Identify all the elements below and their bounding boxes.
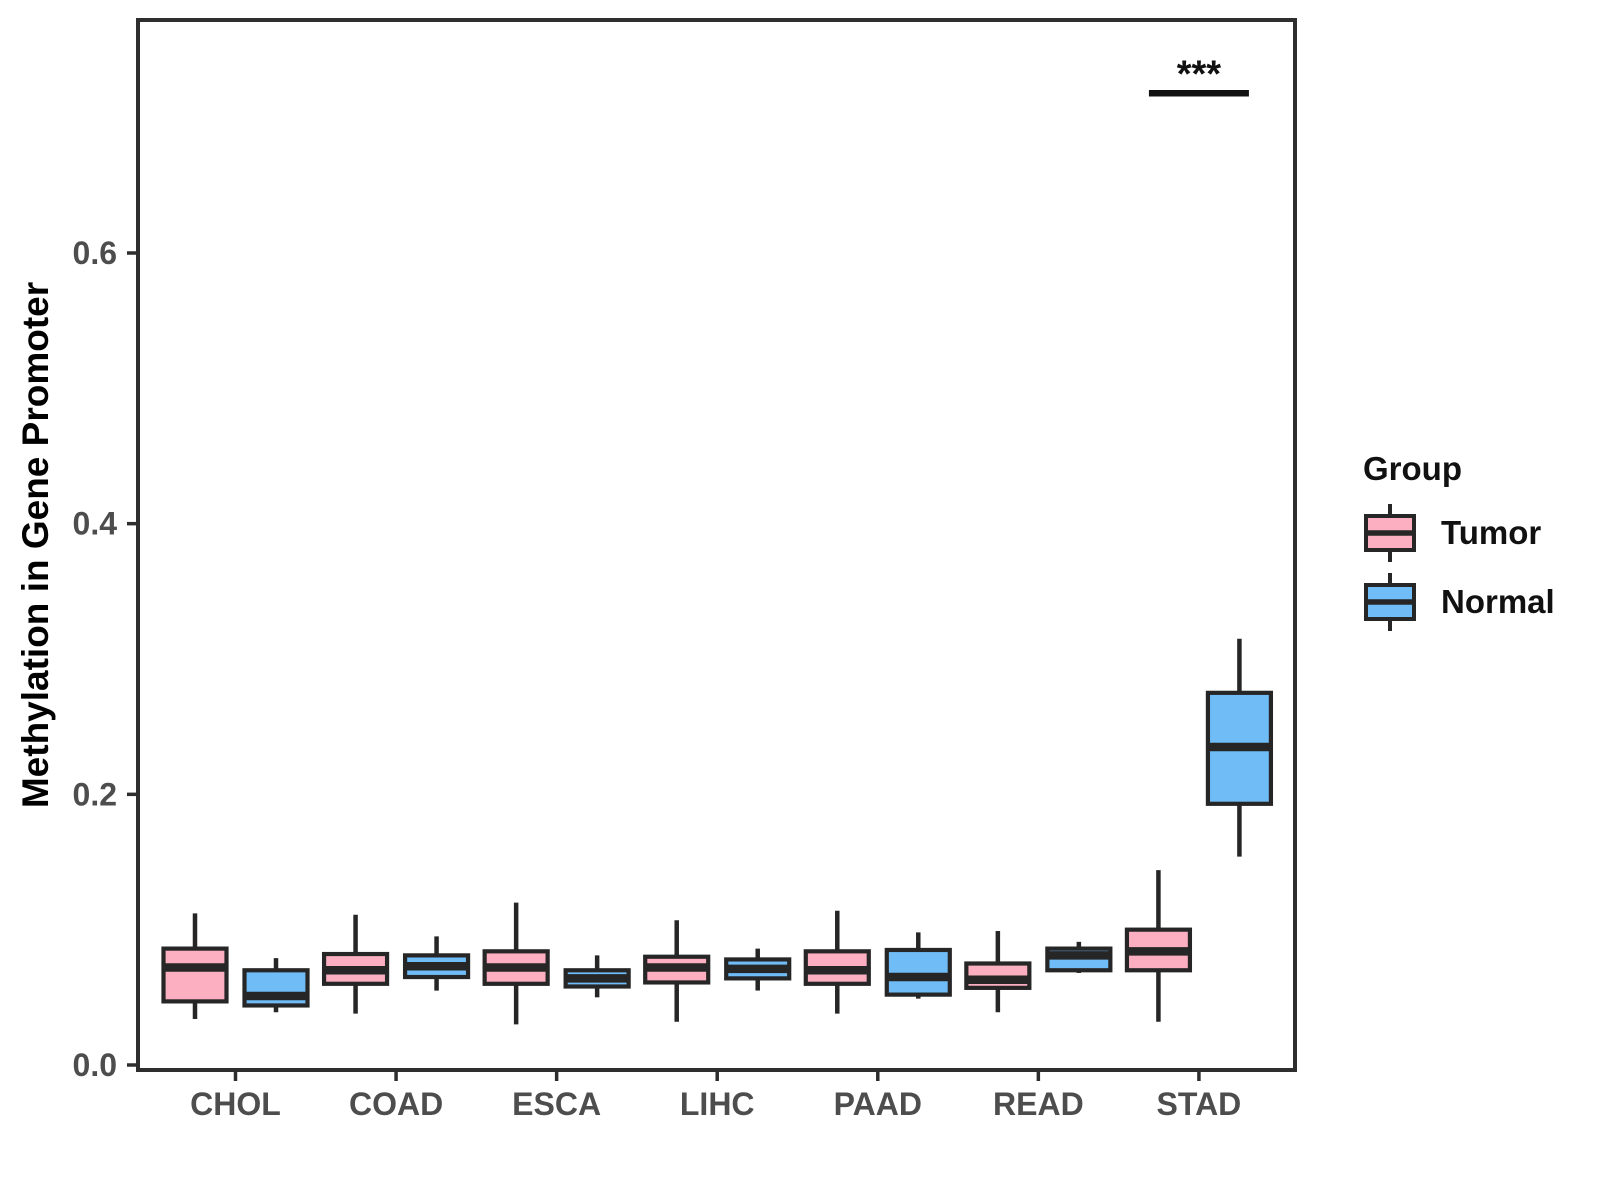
- legend-title: Group: [1363, 450, 1462, 487]
- legend-item-normal: Normal: [1363, 570, 1555, 634]
- legend-items: Tumor Normal: [1363, 501, 1555, 634]
- legend: Group Tumor Normal: [1363, 450, 1555, 639]
- y-tick-label: 0.4: [73, 506, 118, 542]
- y-tick-label: 0.2: [73, 776, 117, 812]
- legend-item-tumor-label: Tumor: [1441, 514, 1542, 551]
- boxplot-key-normal-icon: [1364, 573, 1416, 631]
- y-axis-title: Methylation in Gene Promoter: [15, 281, 56, 809]
- significance-stars: ***: [1177, 53, 1222, 95]
- box-tumor-CHOL: [161, 946, 229, 1004]
- x-tick-label-LIHC: LIHC: [680, 1086, 755, 1122]
- x-tick-label-COAD: COAD: [349, 1086, 443, 1122]
- x-tick-label-STAD: STAD: [1157, 1086, 1242, 1122]
- y-tick-label: 0.0: [73, 1047, 117, 1083]
- legend-item-normal-label: Normal: [1441, 583, 1555, 620]
- x-tick-label-ESCA: ESCA: [512, 1086, 601, 1122]
- boxplot-key-tumor-icon: [1364, 504, 1416, 562]
- y-tick-label: 0.6: [73, 235, 117, 271]
- x-tick-label-PAAD: PAAD: [834, 1086, 922, 1122]
- box-normal-PAAD: [884, 947, 952, 997]
- x-tick-label-CHOL: CHOL: [190, 1086, 281, 1122]
- legend-item-tumor: Tumor: [1363, 501, 1555, 565]
- x-tick-label-READ: READ: [993, 1086, 1084, 1122]
- panel-border: [136, 18, 1297, 1072]
